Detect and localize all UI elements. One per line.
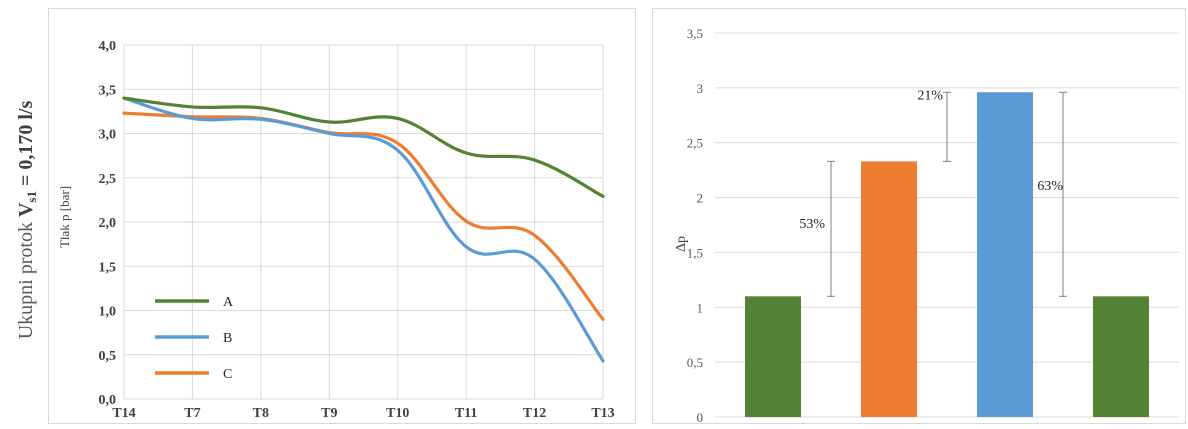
line-chart-y-ticks: 0,0 0,5 1,0 1,5 2,0 2,5 3,0 3,5 4,0	[99, 39, 117, 408]
legend-label-C: C	[223, 367, 232, 382]
delta-p-bar-chart: 0 0,5 1 1,5 2 2,5 3 3,5 53% 21% 63% Δp	[652, 8, 1186, 425]
line-chart-x-ticks: T14 T7 T8 T9 T10 T11 T12 T13	[112, 406, 614, 421]
bar-chart-annotations: 53% 21% 63%	[799, 89, 1067, 297]
flow-value: = 0,170 l/s	[15, 101, 37, 192]
annotation-label: 21%	[917, 89, 943, 104]
y-tick-label: 0	[697, 410, 704, 423]
series-line-C	[122, 111, 605, 321]
y-tick-label: 0,5	[687, 355, 703, 370]
y-tick-label: 4,0	[99, 39, 117, 54]
flow-symbol: V	[15, 202, 37, 217]
x-tick-label: T12	[523, 406, 546, 421]
y-tick-label: 3	[697, 81, 704, 96]
y-tick-label: 1,5	[687, 245, 703, 260]
series-line-B	[122, 96, 605, 363]
y-tick-label: 1	[697, 300, 704, 315]
line-chart-legend: A B C	[155, 295, 234, 382]
y-tick-label: 3,5	[687, 26, 703, 41]
y-tick-label: 0,0	[99, 393, 117, 408]
x-tick-label: T8	[253, 406, 269, 421]
line-chart-y-axis-label: Tlak p [bar]	[57, 186, 72, 248]
y-tick-label: 2,0	[99, 216, 117, 231]
line-chart-svg: 0,0 0,5 1,0 1,5 2,0 2,5 3,0 3,5 4,0 T14 T7 T8 T9 T10…	[57, 39, 615, 421]
total-flow-label: Ukupni protok Vs1 = 0,170 l/s	[6, 20, 46, 420]
series-line-A	[122, 96, 605, 198]
x-tick-label: T10	[386, 406, 409, 421]
flow-subscript: s1	[24, 191, 39, 203]
annotation-label: 53%	[799, 217, 825, 232]
x-tick-label: T7	[184, 406, 200, 421]
x-tick-label: T14	[112, 406, 135, 421]
legend-label-A: A	[223, 295, 234, 310]
bar-chart-bars	[745, 92, 1149, 417]
annotation-label: 63%	[1037, 179, 1063, 194]
y-tick-label: 2,5	[99, 172, 117, 187]
line-chart-grid	[123, 44, 604, 400]
bar-2	[861, 161, 917, 417]
line-chart-series	[122, 96, 605, 363]
y-tick-label: 3,0	[99, 128, 117, 143]
svg-text:Ukupni protok Vs1 = 0,170 l/s: Ukupni protok Vs1 = 0,170 l/s	[15, 101, 39, 340]
pressure-line-chart: 0,0 0,5 1,0 1,5 2,0 2,5 3,0 3,5 4,0 T14 T7 T8 T9 T10…	[48, 8, 636, 424]
bar-1	[745, 296, 801, 417]
bar-chart-y-axis-label: Δp	[674, 236, 689, 252]
y-tick-label: 2,5	[687, 136, 703, 151]
bar-4	[1093, 296, 1149, 417]
y-tick-label: 1,0	[99, 305, 117, 320]
y-tick-label: 2	[697, 191, 704, 206]
y-tick-label: 1,5	[99, 260, 117, 275]
x-tick-label: T9	[321, 406, 337, 421]
legend-label-B: B	[223, 331, 232, 346]
x-tick-label: T11	[455, 406, 478, 421]
y-tick-label: 0,5	[99, 349, 117, 364]
x-tick-label: T13	[591, 406, 614, 421]
flow-label-prefix: Ukupni protok	[15, 217, 37, 339]
y-tick-label: 3,5	[99, 83, 117, 98]
bar-chart-svg: 0 0,5 1 1,5 2 2,5 3 3,5 53% 21% 63% Δp	[674, 26, 1179, 425]
bar-3	[977, 92, 1033, 417]
bar-chart-y-ticks: 0 0,5 1 1,5 2 2,5 3 3,5	[687, 26, 704, 425]
